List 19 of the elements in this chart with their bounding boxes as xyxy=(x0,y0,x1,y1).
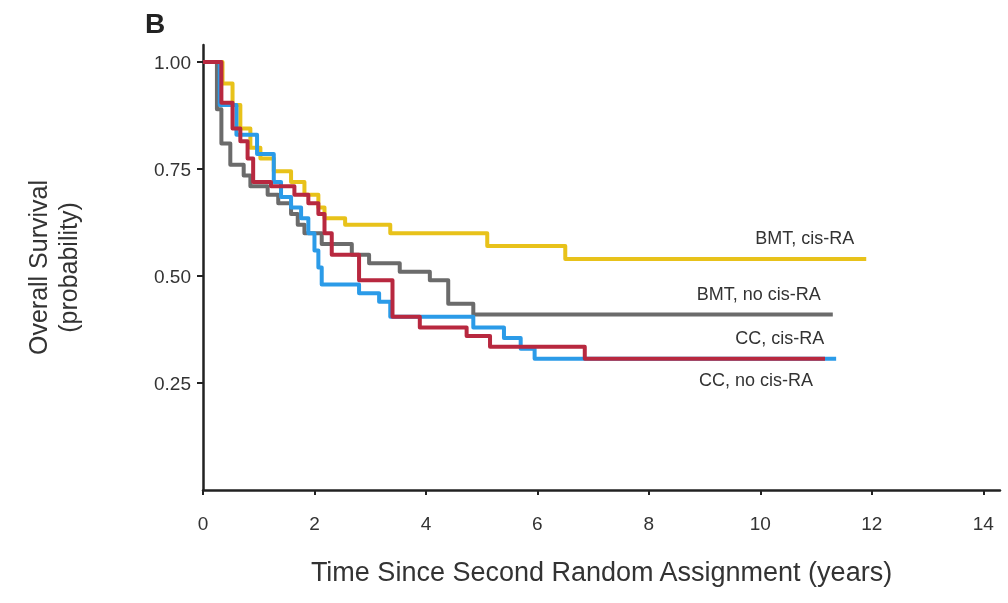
y-tick-label: 1.00 xyxy=(154,51,191,73)
x-tick-label: 0 xyxy=(197,513,209,534)
x-axis-title: Time Since Second Random Assignment (years) xyxy=(310,556,893,587)
x-tick-label: 6 xyxy=(532,513,543,534)
y-tick-label: 0.50 xyxy=(154,265,191,287)
series-label: BMT, cis-RA xyxy=(755,227,855,248)
x-tick-label: 10 xyxy=(749,513,771,534)
x-tick-label: 12 xyxy=(861,513,883,534)
chart-title: B xyxy=(145,7,166,39)
series-label: CC, cis-RA xyxy=(735,327,825,348)
x-tick-label: 4 xyxy=(420,513,432,534)
series-label: BMT, no cis-RA xyxy=(696,283,821,304)
y-tick-label: 0.25 xyxy=(154,372,191,394)
y-axis-title: Overall Survival (probability) xyxy=(24,179,82,356)
series-label: CC, no cis-RA xyxy=(698,369,813,390)
x-tick-label: 14 xyxy=(972,513,995,534)
y-tick-label: 0.75 xyxy=(154,158,191,180)
x-tick-label: 2 xyxy=(309,513,320,534)
x-tick-label: 8 xyxy=(643,513,655,534)
